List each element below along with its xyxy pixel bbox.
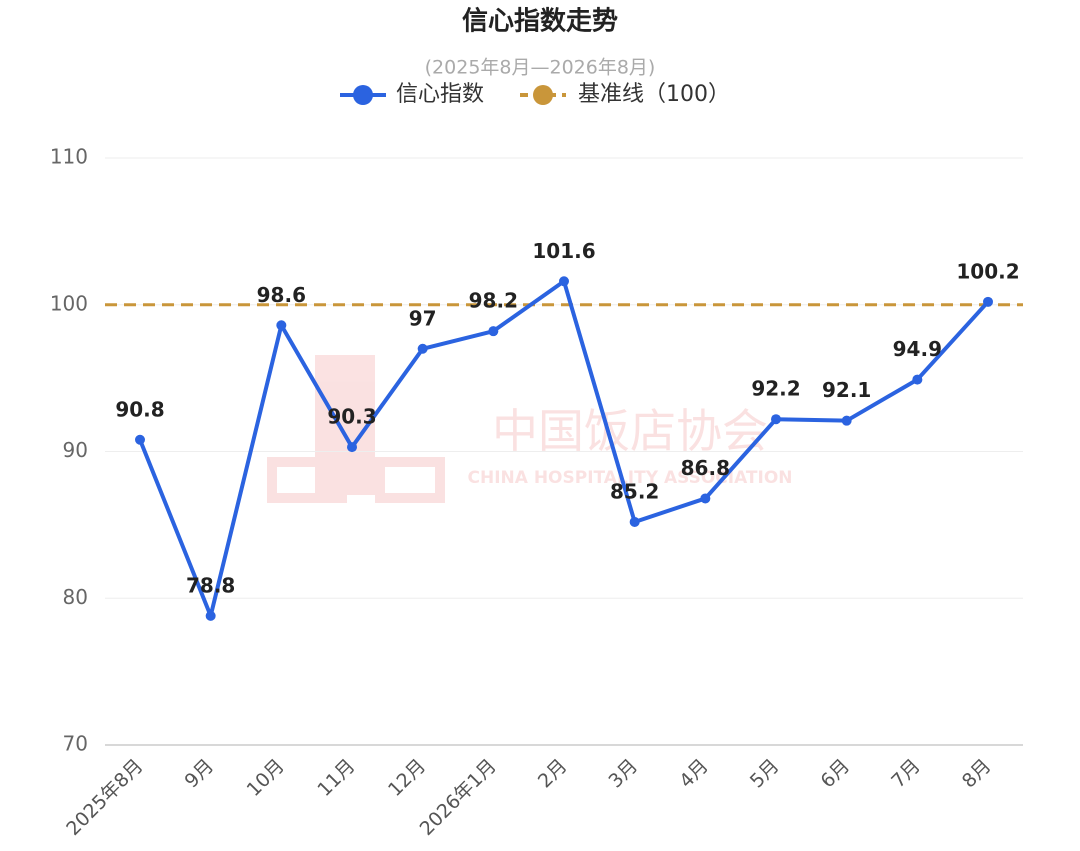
data-label: 90.3 <box>327 405 376 429</box>
data-label: 98.2 <box>469 289 518 313</box>
legend-marker <box>353 85 373 105</box>
data-label: 97 <box>409 306 437 330</box>
x-tick-label: 2月 <box>534 755 572 793</box>
x-tick-label: 2026年1月 <box>416 755 501 840</box>
data-point <box>629 516 640 527</box>
data-point <box>417 343 428 354</box>
watermark: 中国饭店协会 CHINA HOSPITALITY ASSOCIATION <box>267 355 793 503</box>
data-label: 90.8 <box>115 397 164 421</box>
y-tick-label: 70 <box>63 732 88 756</box>
data-label: 92.2 <box>751 377 800 401</box>
data-point <box>347 442 357 453</box>
x-tick-label: 8月 <box>958 755 996 793</box>
data-label: 94.9 <box>893 337 942 361</box>
x-tick-label: 6月 <box>817 755 855 793</box>
x-tick-label: 10月 <box>243 755 289 801</box>
x-tick-label: 12月 <box>384 755 430 801</box>
data-label: 98.6 <box>257 283 306 307</box>
data-point <box>983 296 993 307</box>
data-label: 100.2 <box>956 259 1019 283</box>
chart-subtitle: (2025年8月—2026年8月) <box>425 57 656 79</box>
x-tick-label: 4月 <box>675 755 713 793</box>
watermark-logo <box>375 457 445 503</box>
x-tick-label: 9月 <box>181 755 219 793</box>
data-point <box>700 493 711 504</box>
x-tick-label: 11月 <box>313 755 359 801</box>
data-label: 86.8 <box>681 456 730 480</box>
data-point <box>912 374 923 385</box>
legend-label: 信心指数 <box>396 82 484 107</box>
y-tick-label: 100 <box>50 291 88 315</box>
watermark-subtitle: CHINA HOSPITALITY ASSOCIATION <box>467 468 792 488</box>
data-label: 85.2 <box>610 479 659 503</box>
watermark-logo <box>315 355 375 495</box>
data-label: 92.1 <box>822 378 871 402</box>
data-label: 101.6 <box>532 239 595 263</box>
x-tick-label: 5月 <box>746 755 784 793</box>
watermark-title: 中国饭店协会 <box>492 404 768 458</box>
data-point <box>841 415 852 426</box>
data-point <box>276 320 287 331</box>
legend-marker <box>533 85 553 105</box>
data-point <box>135 434 145 445</box>
x-tick-label: 7月 <box>887 755 925 793</box>
data-point <box>205 610 216 621</box>
x-tick-label: 3月 <box>605 755 643 793</box>
y-tick-label: 110 <box>50 145 88 169</box>
y-tick-label: 80 <box>63 585 88 609</box>
data-point <box>771 414 781 425</box>
x-tick-label: 2025年8月 <box>62 755 147 840</box>
y-tick-label: 90 <box>63 438 88 462</box>
watermark-logo <box>267 457 347 503</box>
chart-title: 信心指数走势 <box>462 7 618 37</box>
legend-label: 基准线（100） <box>578 82 730 107</box>
data-point <box>488 326 499 337</box>
data-label: 78.8 <box>186 573 235 597</box>
data-point <box>559 276 569 287</box>
